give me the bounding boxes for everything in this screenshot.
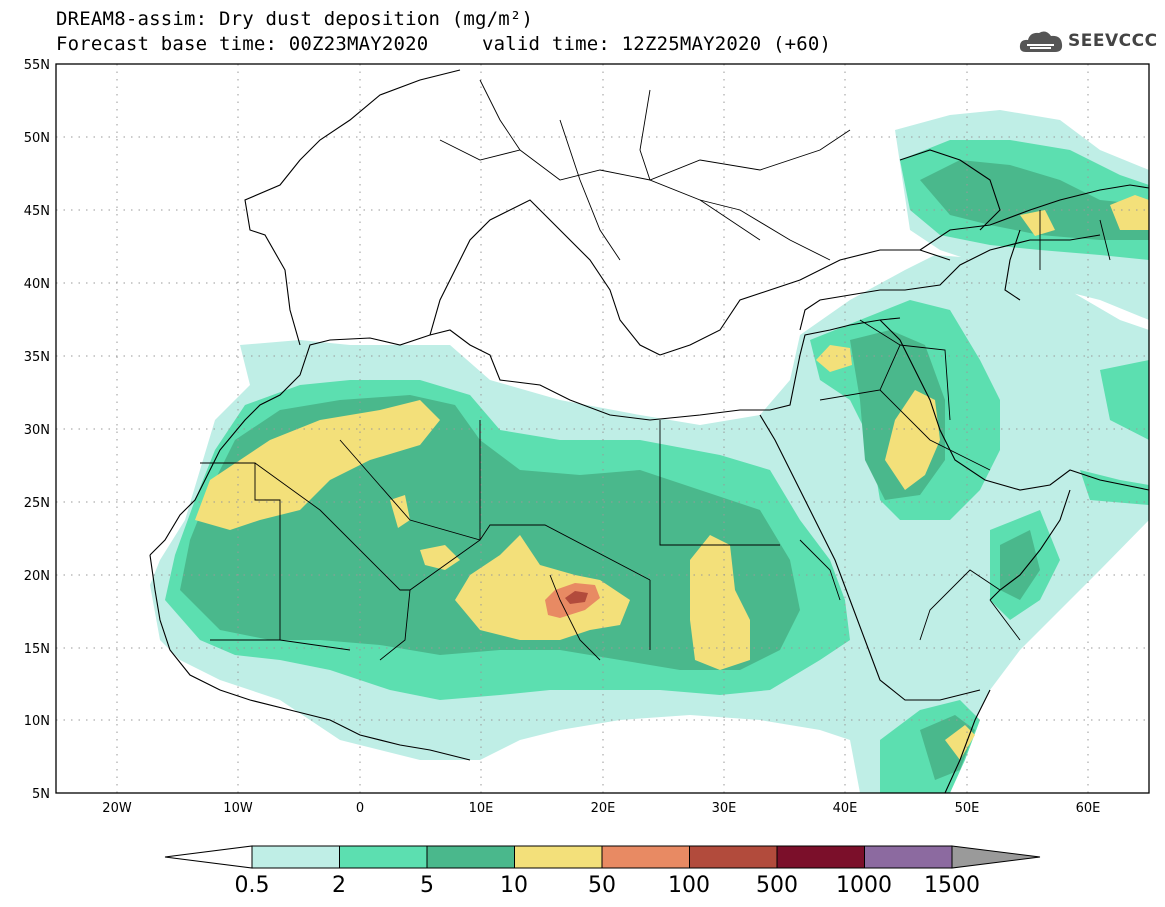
colorbar-label: 1500 [924, 873, 980, 898]
colorbar-under-arrow [164, 845, 253, 869]
lon-label: 10W [223, 801, 253, 816]
colorbar-label: 500 [756, 873, 798, 898]
dust-field-peak [545, 583, 600, 618]
colorbar-label: 50 [588, 873, 616, 898]
colorbar-label: 1000 [836, 873, 892, 898]
lat-label: 5N [32, 787, 50, 802]
colorbar-segment [339, 845, 428, 869]
lon-label: 20E [591, 801, 616, 816]
lon-label: 0 [356, 801, 364, 816]
colorbar-segment [601, 845, 690, 869]
colorbar-label: 100 [668, 873, 710, 898]
base-time: Forecast base time: 00Z23MAY2020 [56, 33, 429, 55]
lon-label: 60E [1076, 801, 1101, 816]
lat-label: 30N [24, 423, 50, 438]
lat-label: 10N [24, 714, 50, 729]
lon-label: 10E [469, 801, 494, 816]
lon-label: 30E [712, 801, 737, 816]
colorbar-labels: 0.5 2 5 10 50 100 500 1000 1500 [235, 873, 981, 898]
lat-label: 45N [24, 204, 50, 219]
lat-label: 35N [24, 350, 50, 365]
colorbar-label: 0.5 [235, 873, 270, 898]
colorbar-segment [864, 845, 953, 869]
lon-label: 50E [955, 801, 980, 816]
seevccc-logo: SEEVCCC [1018, 28, 1158, 54]
lat-label: 20N [24, 569, 50, 584]
lat-label: 40N [24, 277, 50, 292]
colorbar-segment [251, 845, 340, 869]
forecast-times: Forecast base time: 00Z23MAY2020 valid ti… [56, 33, 831, 55]
colorbar-segment [514, 845, 603, 869]
colorbar-label: 2 [332, 873, 346, 898]
colorbar-segment [776, 845, 865, 869]
coastlines [149, 69, 1149, 793]
lat-axis: 55N 50N 45N 40N 35N 30N 25N 20N 15N 10N … [24, 58, 50, 802]
colorbar-label: 5 [420, 873, 434, 898]
map-plot-area [56, 64, 1149, 793]
lat-label: 15N [24, 642, 50, 657]
lat-label: 50N [24, 131, 50, 146]
colorbar-over-arrow [951, 845, 1041, 869]
valid-time: valid time: 12Z25MAY2020 (+60) [482, 33, 832, 55]
lat-label: 55N [24, 58, 50, 73]
lat-label: 25N [24, 496, 50, 511]
country-borders [200, 79, 1111, 661]
logo-text: SEEVCCC [1068, 31, 1158, 51]
cloud-icon [1019, 31, 1063, 52]
map-frame [55, 63, 1150, 794]
colorbar-label: 10 [500, 873, 528, 898]
colorbar-segment [689, 845, 778, 869]
colorbar [164, 845, 1041, 869]
colorbar-segment [426, 845, 515, 869]
lon-label: 40E [833, 801, 858, 816]
lon-label: 20W [102, 801, 132, 816]
dust-field-high [195, 195, 1149, 760]
lon-axis: 20W 10W 0 10E 20E 30E 40E 50E 60E [102, 801, 1100, 816]
map-title: DREAM8-assim: Dry dust deposition (mg/m²… [56, 8, 534, 30]
